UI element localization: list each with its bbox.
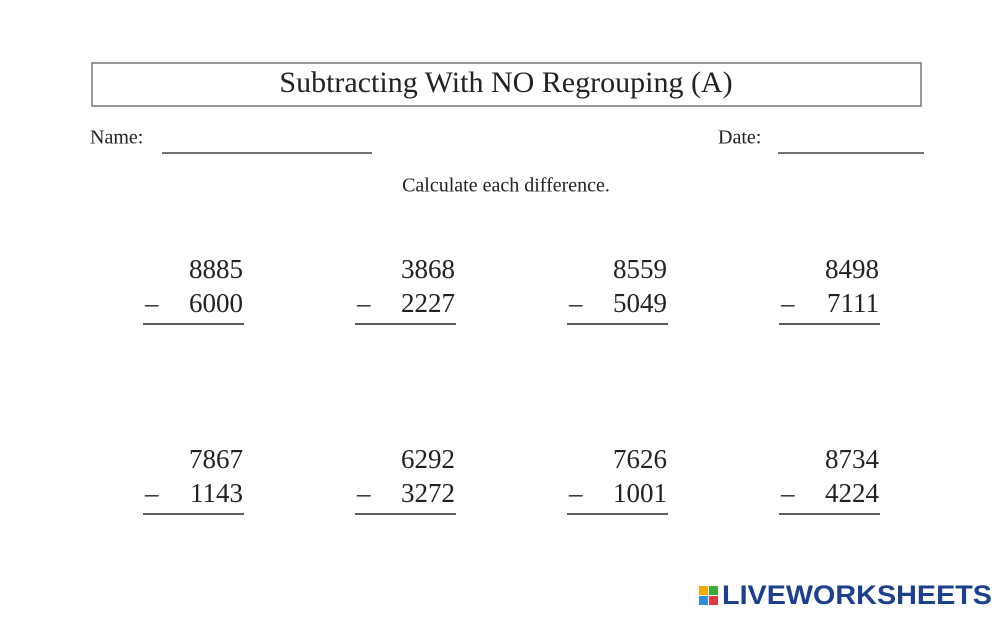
operator: – — [780, 288, 795, 318]
operator: – — [568, 288, 583, 318]
minuend: 7867 — [189, 444, 243, 474]
logo-icon — [699, 596, 708, 605]
title: Subtracting With NO Regrouping (A) — [279, 66, 732, 99]
logo: LIVEWORKSHEETS — [699, 580, 992, 610]
logo-icon — [709, 596, 718, 605]
operator: – — [144, 478, 159, 508]
name-label: Name: — [90, 127, 143, 149]
minuend: 7626 — [613, 444, 667, 474]
subtrahend: 4224 — [825, 478, 880, 508]
logo-icon — [699, 586, 708, 595]
minuend: 8559 — [613, 254, 667, 284]
instruction: Calculate each difference. — [402, 175, 610, 197]
minuend: 6292 — [401, 444, 455, 474]
date-label: Date: — [718, 127, 761, 149]
operator: – — [568, 478, 583, 508]
minuend: 8734 — [825, 444, 880, 474]
minuend: 3868 — [401, 254, 455, 284]
operator: – — [356, 478, 371, 508]
operator: – — [780, 478, 795, 508]
minuend: 8885 — [189, 254, 243, 284]
minuend: 8498 — [825, 254, 879, 284]
subtrahend: 1001 — [613, 478, 667, 508]
subtrahend: 6000 — [189, 288, 243, 318]
subtrahend: 2227 — [401, 288, 455, 318]
logo-text: LIVEWORKSHEETS — [722, 580, 992, 610]
subtrahend: 5049 — [613, 288, 667, 318]
logo-icon — [709, 586, 718, 595]
title-box — [91, 62, 922, 107]
subtrahend: 3272 — [401, 478, 455, 508]
operator: – — [144, 288, 159, 318]
operator: – — [356, 288, 371, 318]
subtrahend: 1143 — [190, 478, 243, 508]
subtrahend: 7111 — [827, 288, 879, 318]
